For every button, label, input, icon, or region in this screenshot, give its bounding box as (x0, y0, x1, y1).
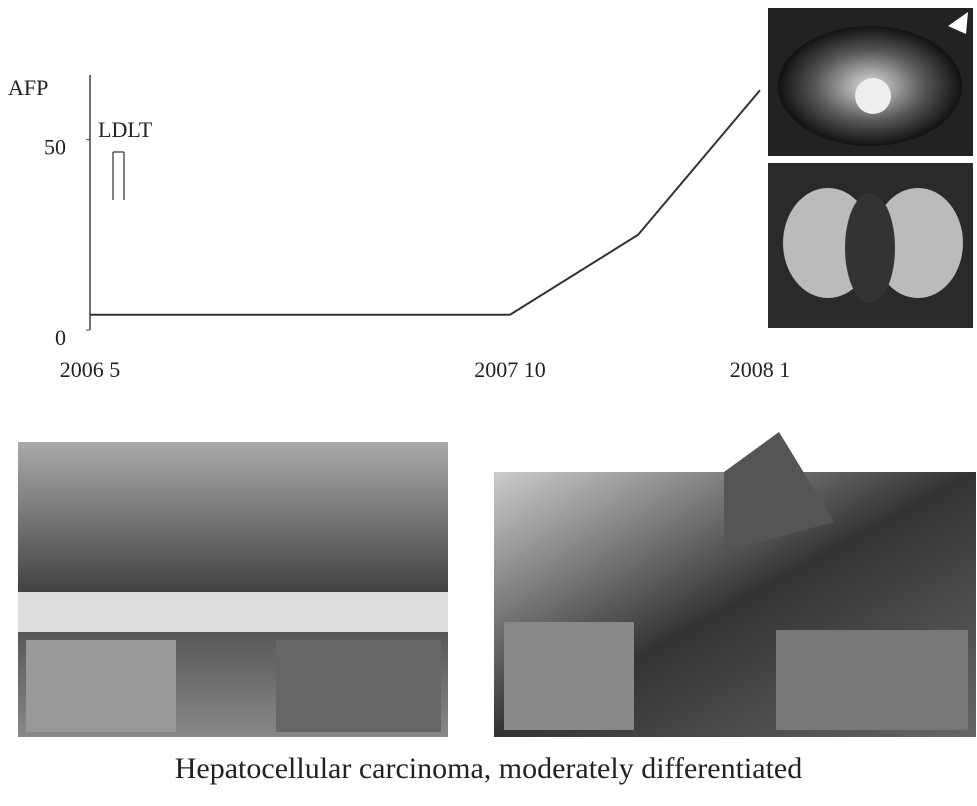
ct-image-top (768, 8, 973, 156)
annotation-marker (113, 152, 124, 200)
operative-photo-left (18, 442, 448, 737)
operative-photo-right (494, 432, 976, 737)
x-tick-label: 2006 5 (60, 357, 121, 382)
caption: Hepatocellular carcinoma, moderately dif… (0, 752, 977, 786)
annotation: LDLT (98, 117, 153, 142)
y-tick-label: 0 (55, 325, 66, 350)
x-tick-label: 2007 10 (474, 357, 546, 382)
y-tick-label: 50 (44, 135, 66, 160)
y-axis-label: AFP (8, 75, 48, 100)
x-tick-label: 2008 1 (730, 357, 791, 382)
ct-image-bottom (768, 163, 973, 328)
figure: AFP LDLT 0 50 2006 5 2007 10 2008 1 Hepatoce… (0, 0, 977, 806)
line (90, 90, 760, 315)
